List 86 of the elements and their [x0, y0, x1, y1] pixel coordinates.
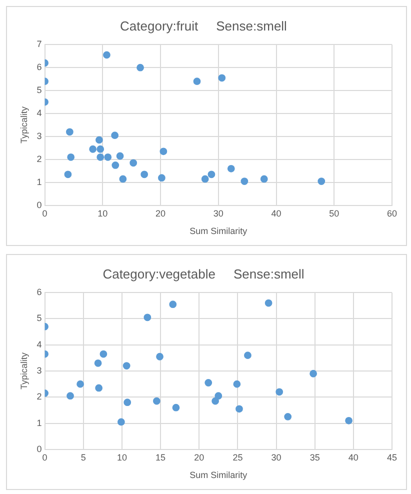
point	[244, 352, 252, 360]
point	[193, 78, 201, 86]
x-tick-label: 10	[98, 208, 108, 218]
x-tick-label: 30	[271, 452, 282, 462]
point	[66, 128, 74, 136]
point	[212, 397, 220, 405]
point	[130, 159, 138, 167]
x-axis-title: Sum Similarity	[190, 226, 248, 236]
y-tick-label: 2	[36, 154, 42, 164]
point	[64, 170, 72, 178]
y-tick-label: 1	[36, 176, 42, 187]
point	[136, 64, 144, 72]
point	[264, 299, 272, 307]
point	[122, 362, 130, 370]
point	[124, 398, 132, 406]
point	[116, 152, 124, 160]
point	[152, 397, 160, 405]
y-tick-label: 7	[36, 39, 42, 50]
y-tick-label: 0	[36, 444, 42, 454]
point	[100, 350, 108, 358]
point	[94, 359, 102, 367]
point	[95, 384, 103, 392]
point	[112, 162, 120, 169]
y-tick-label: 6	[36, 62, 42, 72]
point	[158, 174, 166, 182]
x-tick-label: 20	[194, 452, 204, 462]
y-tick-label: 4	[36, 108, 42, 118]
x-tick-label: 15	[156, 452, 166, 462]
y-tick-label: 6	[36, 287, 42, 298]
point	[284, 413, 292, 420]
x-tick-label: 60	[386, 208, 398, 218]
chart-title: Category:vegetable Sense:smell	[102, 266, 304, 282]
point	[156, 352, 164, 360]
point	[233, 380, 241, 388]
y-tick-label: 3	[36, 365, 42, 376]
point	[204, 379, 212, 386]
point	[117, 418, 125, 426]
y-axis-title: Typicality	[18, 352, 29, 390]
x-tick-label: 10	[116, 452, 127, 462]
y-tick-label: 1	[36, 418, 42, 428]
point	[227, 164, 235, 172]
point	[140, 170, 148, 178]
point	[201, 175, 209, 183]
point	[218, 74, 226, 82]
x-tick-label: 40	[271, 208, 282, 218]
point	[276, 388, 284, 396]
point	[169, 300, 177, 308]
chart-title: Category:fruit Sense:smell	[120, 18, 288, 34]
point	[67, 153, 75, 161]
y-tick-label: 0	[36, 200, 42, 210]
x-axis-title: Sum Similarity	[190, 470, 248, 480]
x-tick-label: 5	[80, 452, 86, 462]
y-tick-label: 4	[36, 339, 42, 350]
point	[96, 145, 104, 153]
point	[96, 136, 103, 144]
x-tick-label: 45	[386, 452, 398, 462]
point	[89, 145, 97, 153]
x-tick-label: 25	[232, 452, 243, 462]
point	[144, 314, 152, 322]
point	[310, 370, 318, 378]
point	[104, 153, 112, 161]
x-tick-label: 40	[348, 452, 358, 462]
point	[103, 51, 110, 59]
x-tick-label: 35	[310, 452, 320, 462]
point	[172, 404, 180, 412]
point	[76, 380, 84, 388]
point	[345, 416, 352, 424]
x-tick-label: 20	[156, 208, 166, 218]
y-tick-label: 3	[36, 130, 42, 141]
point	[111, 132, 119, 140]
point	[214, 392, 222, 400]
point	[66, 392, 74, 400]
point	[236, 405, 243, 413]
point	[318, 178, 326, 185]
point	[240, 178, 248, 185]
y-tick-label: 2	[36, 392, 42, 402]
y-axis-title: Typicality	[18, 106, 29, 144]
x-tick-label: 30	[213, 208, 224, 218]
point	[260, 175, 268, 183]
y-tick-label: 5	[36, 85, 42, 96]
y-tick-label: 5	[36, 313, 42, 324]
point	[119, 175, 127, 183]
x-tick-label: 50	[329, 208, 340, 218]
point	[96, 153, 104, 161]
point	[160, 148, 168, 156]
point	[208, 170, 216, 178]
